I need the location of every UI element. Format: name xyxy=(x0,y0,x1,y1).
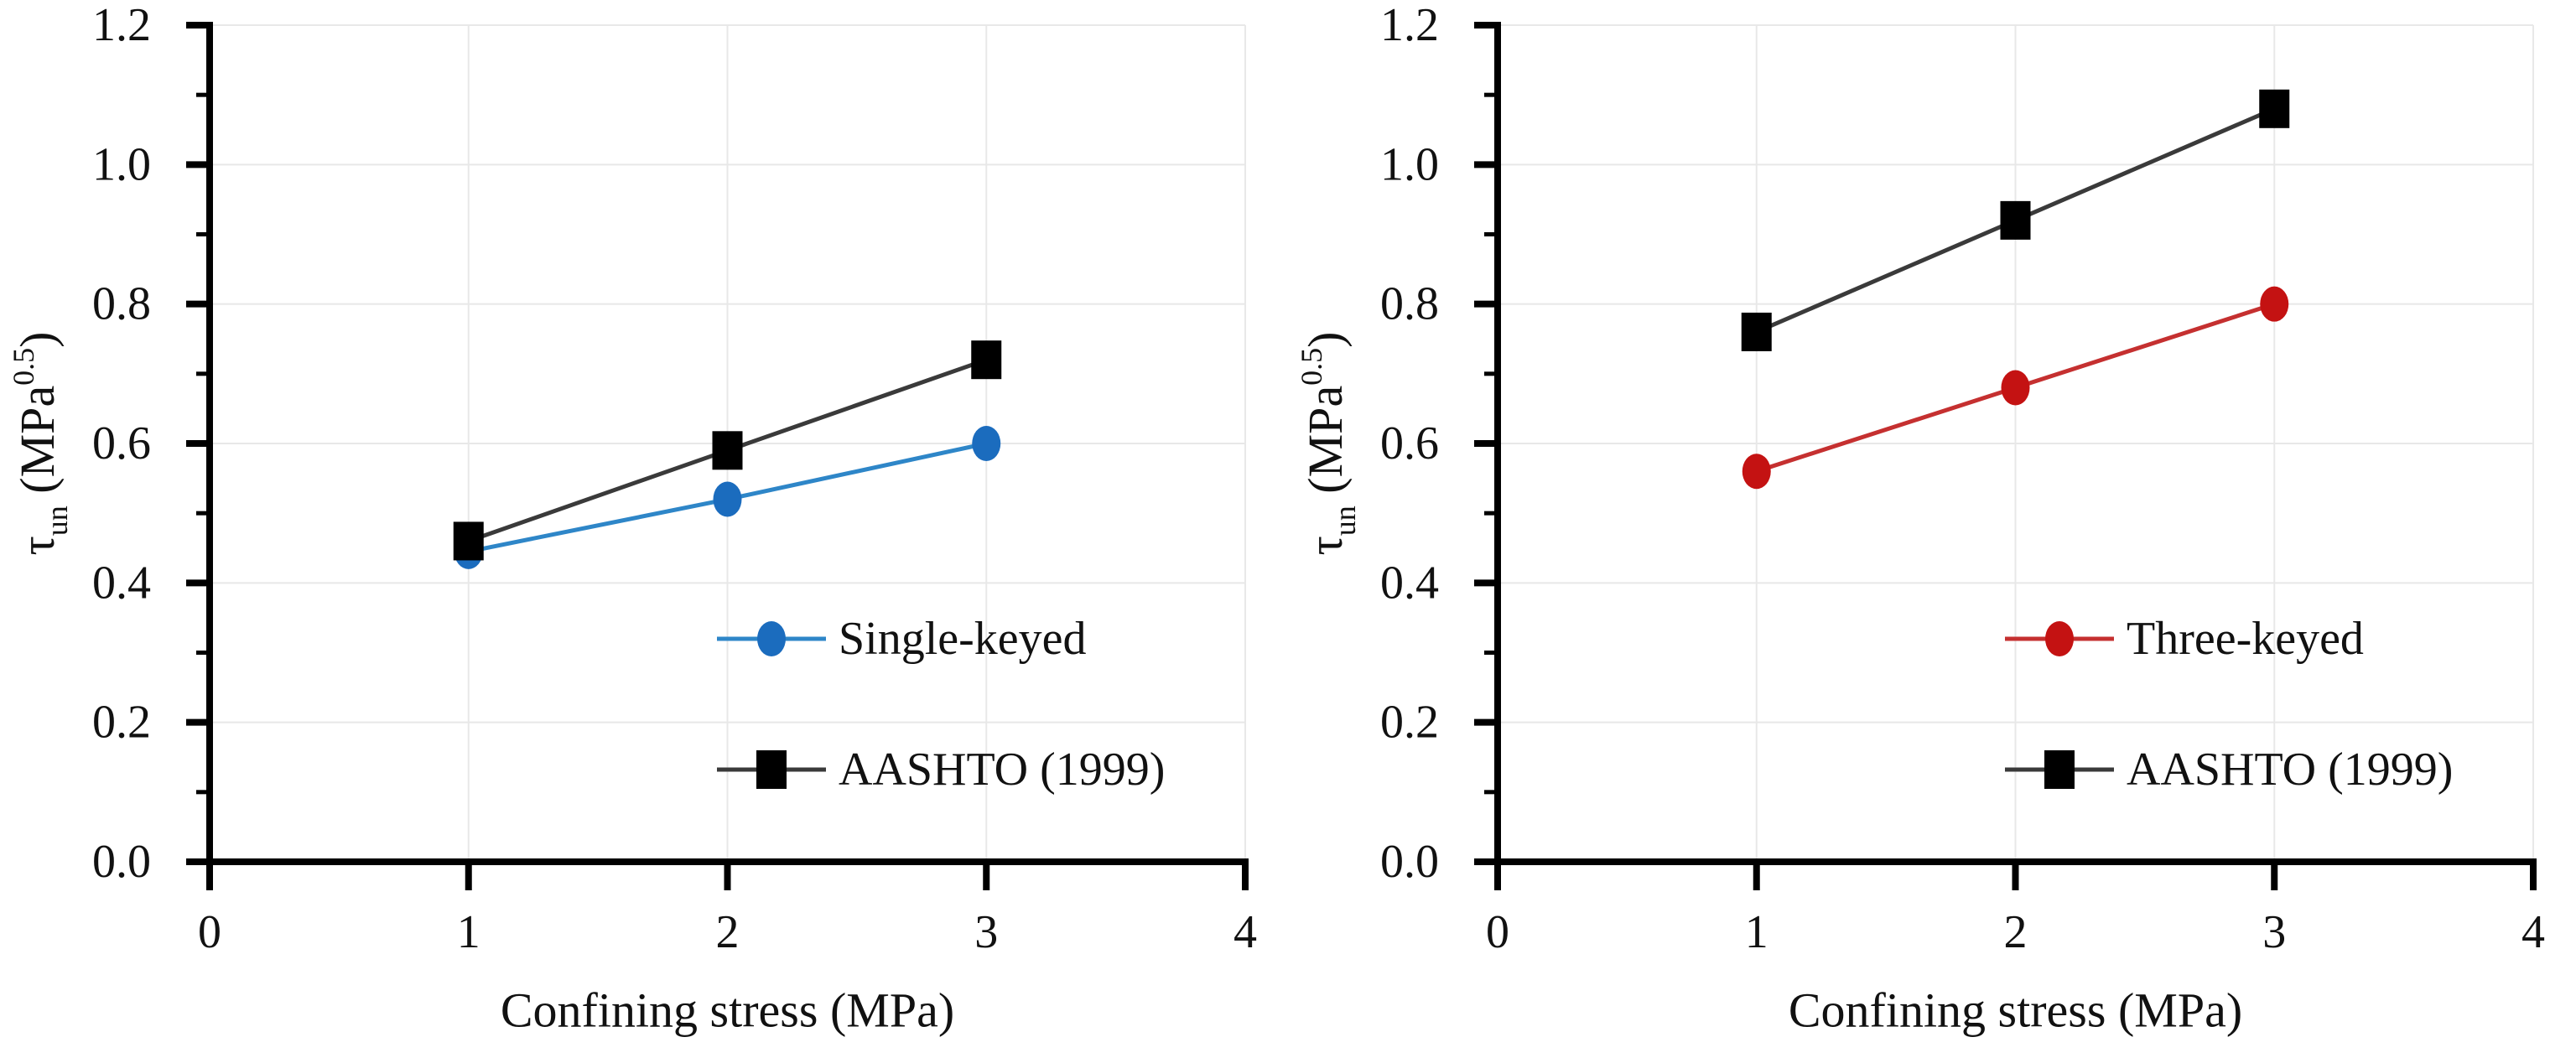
x-axis-title: Confining stress (MPa) xyxy=(501,983,954,1038)
y-tick-label: 0.2 xyxy=(1380,697,1439,749)
y-axis-title: τun (MPa0.5) xyxy=(7,331,74,555)
data-point-marker-circle xyxy=(972,426,1001,461)
legend-marker-square xyxy=(2044,750,2075,789)
data-point-marker-square xyxy=(1741,312,1772,351)
y-tick-label: 0.0 xyxy=(1380,836,1439,888)
legend-marker-circle xyxy=(757,621,786,656)
chart-panel-left: 0.0 0.2 0.4 0.6 0.8 1.0 1.2 0 1 2 3 4 Single-keyed AA… xyxy=(7,0,1257,1038)
y-axis-title-part: τ xyxy=(10,536,65,555)
y-axis-title-part: 0.5 xyxy=(1295,348,1328,386)
data-point-marker-square xyxy=(971,340,1002,380)
x-tick-label: 3 xyxy=(2262,906,2286,958)
single-keyed-line-chart: 0.0 0.2 0.4 0.6 0.8 1.0 1.2 0 1 2 3 4 Single-keyed AA… xyxy=(7,0,1257,1038)
data-point-marker-square xyxy=(712,431,743,470)
x-tick-label: 0 xyxy=(1486,906,1509,958)
x-tick-label: 1 xyxy=(1745,906,1768,958)
y-tick-label: 0.4 xyxy=(92,557,151,609)
y-axis-title-part: (MPa xyxy=(10,386,65,506)
legend-label: AASHTO (1999) xyxy=(2127,744,2453,796)
data-point-marker-circle xyxy=(1742,454,1771,490)
legend-label: Single-keyed xyxy=(839,613,1086,665)
data-point-marker-square xyxy=(2000,200,2031,240)
y-tick-label: 1.0 xyxy=(1380,138,1439,190)
y-axis-title-part: 0.5 xyxy=(7,348,40,386)
y-axis-title-part: ) xyxy=(1298,331,1353,347)
data-point-marker-circle xyxy=(2001,370,2030,406)
x-axis-title: Confining stress (MPa) xyxy=(1789,983,2242,1038)
three-keyed-line-chart: 0.0 0.2 0.4 0.6 0.8 1.0 1.2 0 1 2 3 4 Three-keyed AAS… xyxy=(1295,0,2545,1038)
x-tick-label: 4 xyxy=(2521,906,2545,958)
y-tick-label: 0.6 xyxy=(92,417,151,469)
y-axis-title-part: (MPa xyxy=(1298,386,1353,506)
y-tick-label: 1.0 xyxy=(92,138,151,190)
y-tick-label: 0.2 xyxy=(92,697,151,749)
y-tick-label: 0.0 xyxy=(92,836,151,888)
chart-panel-right: 0.0 0.2 0.4 0.6 0.8 1.0 1.2 0 1 2 3 4 Three-keyed AAS… xyxy=(1288,0,2576,1063)
y-axis-title-part: un xyxy=(1328,506,1362,536)
y-tick-label: 0.4 xyxy=(1380,557,1439,609)
legend-marker-circle xyxy=(2045,621,2074,656)
data-point-marker-circle xyxy=(2260,286,2289,322)
x-tick-label: 0 xyxy=(198,906,221,958)
y-axis-title-part: un xyxy=(40,506,74,536)
y-tick-label: 0.6 xyxy=(1380,417,1439,469)
x-tick-label: 4 xyxy=(1233,906,1257,958)
y-tick-label: 0.8 xyxy=(1380,278,1439,330)
data-point-marker-square xyxy=(453,521,484,561)
legend-label: AASHTO (1999) xyxy=(839,744,1165,796)
legend-label: Three-keyed xyxy=(2127,613,2364,665)
x-tick-label: 2 xyxy=(2004,906,2028,958)
x-tick-label: 2 xyxy=(716,906,740,958)
y-axis-title-part: ) xyxy=(10,331,65,347)
y-axis-title: τun (MPa0.5) xyxy=(1295,331,1362,555)
legend-marker-square xyxy=(756,750,787,789)
y-tick-label: 0.8 xyxy=(92,278,151,330)
data-point-marker-square xyxy=(2259,89,2290,128)
y-tick-label: 1.2 xyxy=(92,0,151,51)
y-axis-title-part: τ xyxy=(1298,536,1353,555)
data-point-marker-circle xyxy=(713,481,742,517)
y-tick-label: 1.2 xyxy=(1380,0,1439,51)
x-tick-label: 1 xyxy=(457,906,480,958)
x-tick-label: 3 xyxy=(974,906,998,958)
